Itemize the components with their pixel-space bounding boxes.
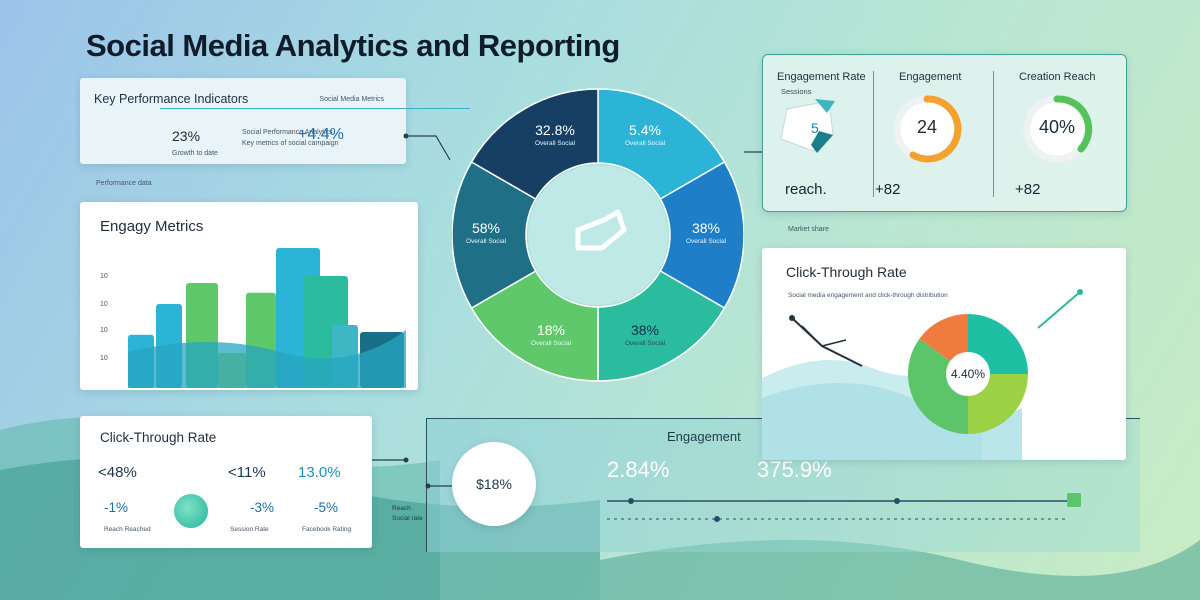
engagement-value-2: 375.9% [757,457,832,482]
kpi-value-right: +4.4% [298,126,344,143]
pentagon-badge: 5 [780,99,835,153]
ctr-sub-1: -1% [104,500,129,515]
donut-value: 58% [471,220,501,236]
gauge-engagement-value: 24 [916,117,938,137]
ctr-right-title: Click-Through Rate [786,264,907,280]
pentagon-value: 5 [811,120,819,136]
engagement-caption: Reach Social rate [392,504,423,524]
kpi-title: Key Performance Indicators [94,92,249,106]
donut-slice [470,269,599,382]
y-tick-label: 10 [100,273,108,280]
donut-slice [452,160,537,310]
ctr-label-3: Facebook Rating [302,526,352,533]
donut-label-bottom-right: 38% Overall Social [610,322,680,347]
ctr-left-title: Click-Through Rate [100,430,217,445]
engagement-value-1: 2.84% [607,457,670,482]
eng-foot-2: +82 [875,181,901,198]
gauge-reach: 40% [1019,91,1095,167]
ctr-label-2: Session Rate [230,526,269,533]
gauge-ring [893,95,962,163]
ctr-right-card: Click-Through Rate Social media engageme… [762,248,1126,460]
ctr-label-1: Reach Reached [104,526,151,533]
donut-sub: Overall Social [624,140,666,147]
donut-value: 18% [536,322,566,338]
ctr-pie-chart: 4.40% [908,314,1028,434]
kpi-card: Key Performance Indicators Social Media … [80,78,470,164]
eng-header-3: Creation Reach [1019,71,1096,83]
engagement-caption-2: Social rate [392,515,423,522]
page-title: Social Media Analytics and Reporting [86,28,620,63]
y-tick-label: 10 [100,301,108,308]
gauge-ring [1023,95,1093,163]
ctr-sub-2: -3% [250,500,275,515]
donut-slice [597,88,726,201]
donut-sub: Overall Social [624,340,666,347]
market-note: Market share [788,226,829,233]
donut-label-top-left: 32.8% Overall Social [520,122,590,147]
donut-slice [470,88,599,201]
ctr-metric-3: 13.0% [298,464,341,481]
donut-value: 5.4% [629,122,661,138]
y-tick-label: 10 [100,327,108,334]
eng-header-1-sub: Sessions [781,87,812,96]
kpi-divider [160,108,470,109]
engagement-panel-title: Engagement [667,429,741,444]
eng-divider [873,71,874,197]
donut-sub: Overall Social [530,340,572,347]
donut-chart [452,88,744,382]
bar-chart-card: Engagy Metrics 10 10 10 10 [80,202,418,390]
ctr-metric-2: <11% [228,464,266,481]
donut-value: 32.8% [535,122,575,138]
donut-hole [528,165,668,305]
donut-sub: Overall Social [465,238,507,245]
ctr-metric-1: <48% [98,464,137,481]
engagement-card: Engagement Rate Sessions Engagement Crea… [762,54,1127,212]
performance-note: Performance data [96,180,152,187]
eng-reach-label: reach. [785,181,827,198]
eng-divider [993,71,994,197]
ctr-sub-3: -5% [314,500,339,515]
pie-slice [908,338,968,434]
bar-chart-title: Engagy Metrics [100,218,204,235]
kpi-desc-1: Social Performance Analytics [242,129,333,136]
bar-overlay-wave [128,330,406,388]
ctr-right-subtitle: Social media engagement and click-throug… [788,292,948,299]
engagement-circle: $18% [452,442,536,526]
donut-sub: Overall Social [685,238,727,245]
donut-label-left: 58% Overall Social [454,220,518,245]
gauge-reach-value: 40% [1038,117,1076,137]
kpi-value-left: 23% [172,128,201,144]
bar-chart: 10 10 10 10 [100,248,406,388]
donut-label-top-right: 5.4% Overall Social [610,122,680,147]
donut-value: 38% [630,322,660,338]
donut-label-right: 38% Overall Social [674,220,738,245]
kpi-desc-2: Key metrics of social campaign [242,140,339,147]
kpi-header-note: Social Media Metrics [319,96,384,103]
pie-center-label: 4.40% [951,367,985,381]
kpi-desc-3: Growth to date [172,150,218,157]
gauge-engagement: 24 [889,91,965,167]
donut-slice [597,269,726,382]
donut-value: 38% [691,220,721,236]
ctr-left-card: Click-Through Rate <48% <11% 13.0% -1% -… [80,416,372,548]
donut-slice [659,160,744,310]
donut-sub: Overall Social [534,140,576,147]
share-icon [575,209,627,251]
eng-header-1: Engagement Rate [777,71,866,83]
engagement-timeline [607,493,1081,522]
engagement-caption-1: Reach [392,505,411,512]
link-icon [174,494,208,528]
y-tick-label: 10 [100,355,108,362]
eng-header-2: Engagement [899,71,962,83]
donut-label-bottom-left: 18% Overall Social [516,322,586,347]
pie-center [946,352,990,396]
eng-foot-3: +82 [1015,181,1041,198]
